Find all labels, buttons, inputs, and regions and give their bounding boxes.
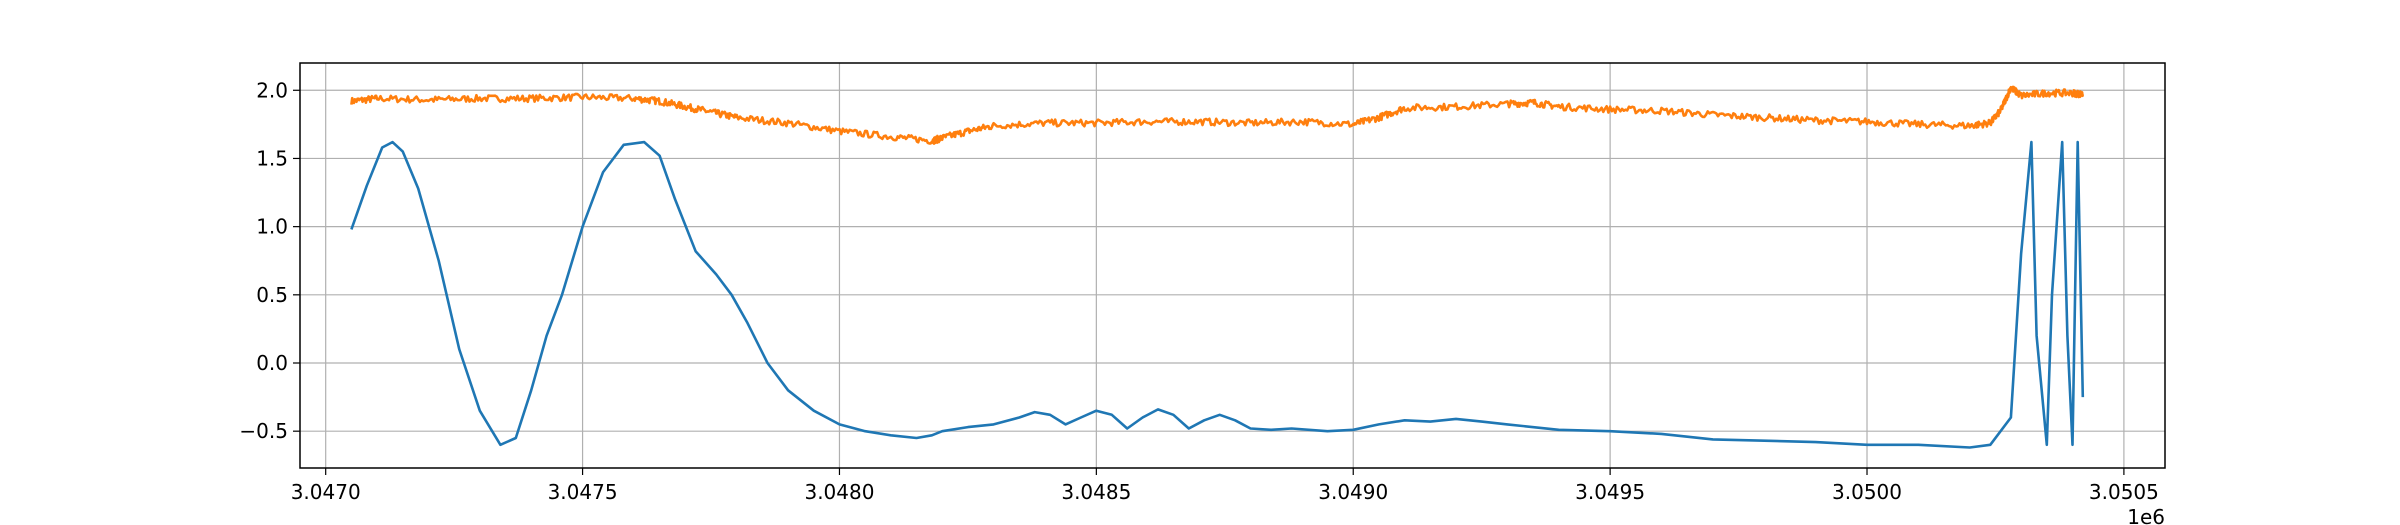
x-tick-label: 3.0480 (804, 480, 874, 504)
axes-frame (299, 62, 2166, 469)
series-line-1 (350, 140, 2085, 449)
series-layer (350, 85, 2085, 449)
x-tick-label: 3.0505 (2089, 480, 2159, 504)
x-tick-label: 3.0485 (1061, 480, 1131, 504)
x-tick-label: 3.0490 (1318, 480, 1388, 504)
y-tick-label: 0.5 (256, 283, 288, 307)
x-axis-offset-label: 1e6 (2127, 505, 2165, 525)
y-tick-label: 0.0 (256, 351, 288, 375)
x-tick-label: 3.0500 (1832, 480, 1902, 504)
series-line-2 (350, 85, 2085, 145)
y-tick-label: 1.0 (256, 215, 288, 239)
x-tick-label: 3.0495 (1575, 480, 1645, 504)
y-tick-label: 1.5 (256, 146, 288, 170)
tick-layer: 3.0470 3.0475 3.0480 3.0485 3.0490 3.0495 3.05… (239, 78, 2158, 504)
y-tick-label: 2.0 (256, 78, 288, 102)
x-tick-label: 3.0470 (291, 480, 361, 504)
x-tick-label: 3.0475 (548, 480, 618, 504)
y-tick-label: −0.5 (239, 419, 288, 443)
grid-lines (300, 63, 2165, 468)
